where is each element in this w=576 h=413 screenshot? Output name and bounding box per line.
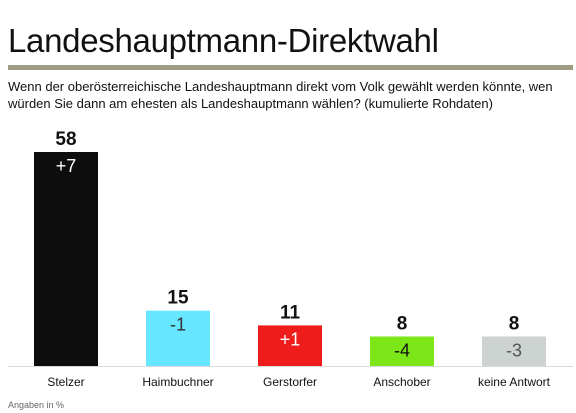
change-label: -1 xyxy=(170,315,186,335)
value-label: 8 xyxy=(397,313,408,334)
bar-anschober xyxy=(370,336,434,366)
change-label: +7 xyxy=(56,156,77,176)
chart-subtitle: Wenn der oberösterreichische Landeshaupt… xyxy=(8,79,553,111)
category-label: Gerstorfer xyxy=(263,375,317,389)
value-label: 58 xyxy=(55,129,76,150)
title-divider xyxy=(8,65,573,70)
change-label: -3 xyxy=(506,340,522,360)
bar-haimbuchner xyxy=(146,310,210,366)
category-label: Haimbuchner xyxy=(142,375,213,389)
bar-stelzer xyxy=(34,152,98,366)
category-label: Anschober xyxy=(373,375,430,389)
value-label: 15 xyxy=(167,288,189,309)
category-label: Stelzer xyxy=(47,375,84,389)
change-label: -4 xyxy=(394,340,410,360)
value-label: 11 xyxy=(280,302,301,323)
category-label: keine Antwort xyxy=(478,375,551,389)
bar-gerstorfer xyxy=(258,325,322,366)
bar-keine-antwort xyxy=(482,336,546,366)
footnote: Angaben in % xyxy=(8,400,65,410)
page-title: Landeshauptmann-Direktwahl xyxy=(8,22,439,59)
value-label: 8 xyxy=(509,313,520,334)
change-label: +1 xyxy=(280,329,301,349)
